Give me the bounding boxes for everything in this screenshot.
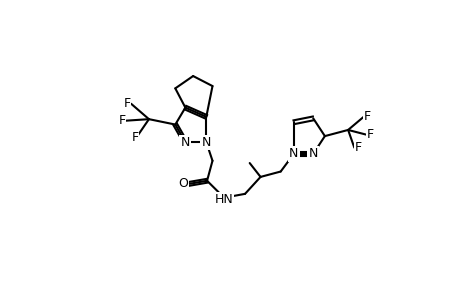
Text: F: F [123,97,130,110]
Text: N: N [308,147,317,160]
Text: F: F [118,114,125,127]
Text: F: F [131,131,138,144]
Text: F: F [363,110,370,123]
Text: N: N [180,136,190,149]
Text: O: O [178,177,188,190]
Text: N: N [201,136,211,149]
Text: F: F [354,141,361,154]
Text: N: N [289,147,298,160]
Text: HN: HN [214,193,233,206]
Text: F: F [365,128,373,141]
